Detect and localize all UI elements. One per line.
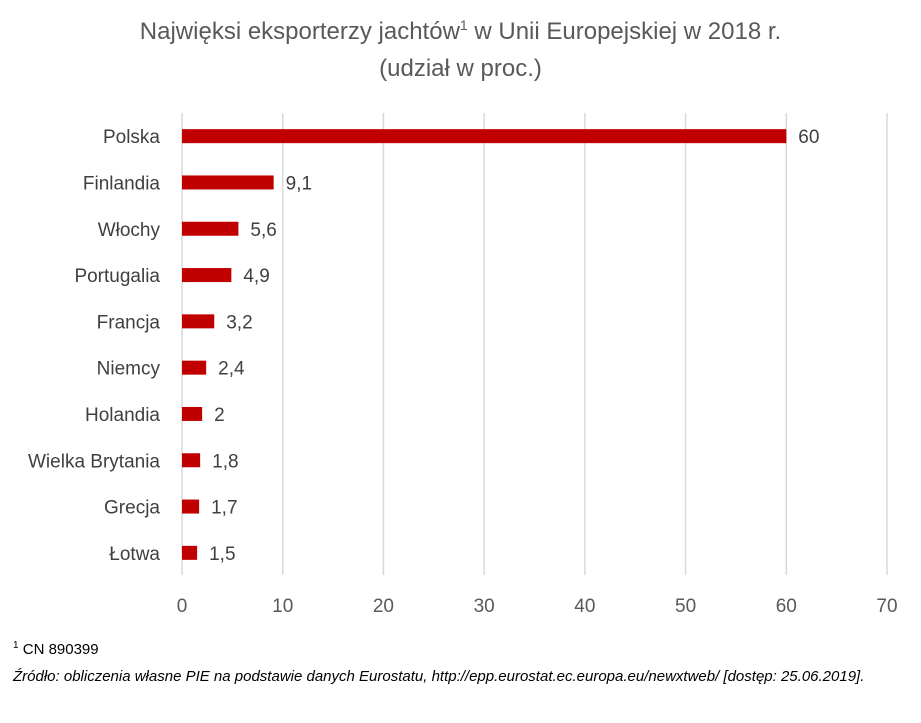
value-label: 5,6: [250, 220, 276, 241]
bar-5: [182, 360, 207, 375]
footnote-text: CN 890399: [18, 641, 99, 658]
x-tick-label: 0: [177, 596, 188, 617]
value-label: 3,2: [226, 312, 252, 333]
category-label: Portugalia: [74, 266, 160, 287]
chart-title-main: Najwięksi eksporterzy jachtów: [139, 18, 460, 45]
category-label: Francja: [97, 312, 161, 333]
x-tick-label: 70: [876, 596, 897, 617]
bar-3: [182, 268, 232, 283]
x-tick-label: 30: [474, 596, 495, 617]
value-label: 2: [214, 405, 225, 426]
category-label: Łotwa: [109, 544, 160, 565]
category-label: Grecja: [104, 498, 160, 519]
bar-0: [182, 129, 787, 144]
value-label: 1,5: [209, 544, 235, 565]
bar-4: [182, 314, 215, 329]
bar-9: [182, 545, 198, 560]
category-label: Holandia: [85, 405, 160, 426]
category-label: Polska: [103, 127, 160, 148]
value-labels: 60 9,1 5,6 4,9 3,2 2,4 2 1,8 1,7 1,5: [209, 127, 819, 565]
bars: [182, 129, 787, 560]
value-label: 2,4: [218, 359, 245, 380]
value-label: 4,9: [243, 266, 269, 287]
category-label: Wielka Brytania: [28, 451, 160, 472]
x-tick-label: 60: [776, 596, 797, 617]
footnote-marker: 1: [13, 640, 19, 651]
bar-chart: Polska Finlandia Włochy Portugalia Francja Ni…: [28, 113, 898, 617]
bar-1: [182, 175, 274, 190]
category-label: Niemcy: [97, 359, 161, 380]
chart-subtitle: (udział w proc.): [379, 55, 542, 82]
bar-7: [182, 453, 201, 468]
category-labels: Polska Finlandia Włochy Portugalia Francja Ni…: [28, 127, 160, 565]
bar-8: [182, 499, 200, 514]
x-tick-label: 40: [574, 596, 595, 617]
chart-title: Najwięksi eksporterzy jachtów1 w Unii Eu…: [0, 18, 921, 46]
footnote: 1 CN 890399: [13, 640, 99, 658]
bar-6: [182, 406, 203, 421]
value-label: 9,1: [286, 173, 312, 194]
bar-2: [182, 221, 239, 236]
x-tick-label: 20: [373, 596, 394, 617]
source-note: Źródło: obliczenia własne PIE na podstaw…: [13, 668, 865, 685]
x-tick-label: 10: [272, 596, 293, 617]
x-axis-tick-labels: 0 10 20 30 40 50 60 70: [177, 596, 898, 617]
value-label: 1,7: [211, 498, 237, 519]
category-label: Włochy: [98, 220, 161, 241]
value-label: 1,8: [212, 451, 238, 472]
chart-title-rest: w Unii Europejskiej w 2018 r.: [467, 18, 782, 45]
value-label: 60: [798, 127, 819, 148]
chart-title-footnote-marker: 1: [459, 17, 468, 33]
category-label: Finlandia: [83, 173, 161, 194]
x-tick-label: 50: [675, 596, 696, 617]
gridlines: [181, 113, 888, 575]
